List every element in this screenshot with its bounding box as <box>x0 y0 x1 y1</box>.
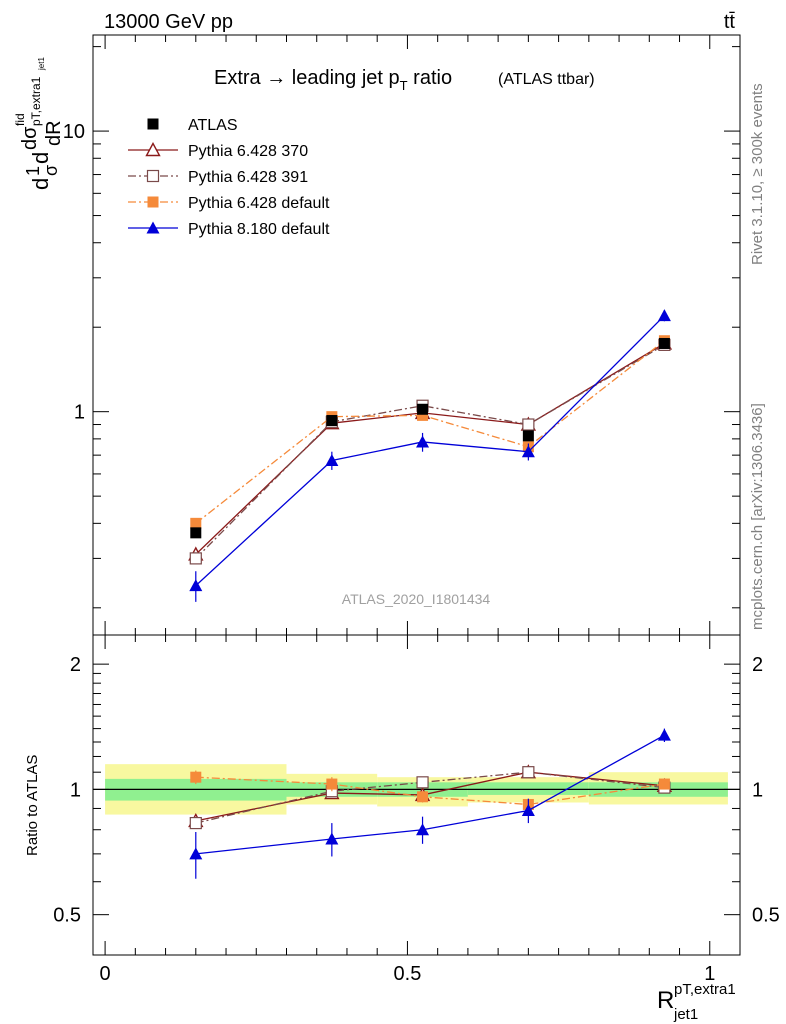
main-line-p6def <box>195 340 665 524</box>
x-tick-label-0: 0 <box>100 963 111 985</box>
ratio-point-p391-3 <box>522 766 535 779</box>
ratio-ylabel: Ratio to ATLAS <box>24 755 41 856</box>
main-point-p8-0 <box>189 579 203 592</box>
ratio-point-p6def-1 <box>326 778 338 790</box>
main-point-p6def-2 <box>417 409 429 421</box>
plot-title-sub: T <box>400 78 408 93</box>
main-ylabel-sub: pT,extra1 <box>29 76 43 126</box>
band-inner-3 <box>467 782 589 795</box>
main-ylabel-sigma: σ <box>41 165 61 176</box>
xlabel-sup: pT,extra1 <box>674 981 736 998</box>
legend-marker-atlas <box>147 118 159 130</box>
ratio-point-p391-2 <box>416 776 429 789</box>
legend-label-p8: Pythia 8.180 default <box>188 221 330 238</box>
main-point-p6def-0 <box>190 517 202 529</box>
main-ylabel: d 1 σ d dσ fid pT,extra1 jet1 dR <box>13 57 65 190</box>
main-y-tick-label-0: 1 <box>74 402 85 424</box>
legend-marker-p370 <box>145 142 161 157</box>
analysis-id: ATLAS_2020_I1801434 <box>342 591 491 607</box>
main-point-atlas-4 <box>658 337 670 349</box>
x-tick-label-2: 1 <box>704 963 715 985</box>
x-tick-label-1: 0.5 <box>394 963 422 985</box>
main-ylabel-fid: fid <box>13 113 27 126</box>
main-line-p391 <box>195 344 665 559</box>
main-point-p8-2 <box>416 435 430 448</box>
axis-ticks: 0 0.5 1 1 10 0.5 0.5 1 1 2 2 <box>53 35 780 985</box>
ratio-point-p8-0 <box>189 847 203 860</box>
legend: ATLAS Pythia 6.428 370 Pythia 6.428 391 Pyt… <box>128 117 330 238</box>
ratio-y-tick-label-2: 2 <box>70 654 81 676</box>
plot-title-small: (ATLAS ttbar) <box>498 71 595 88</box>
ratio-point-p6def-4 <box>658 778 670 790</box>
xlabel-sub: jet1 <box>673 1006 698 1023</box>
ratio-y-tick-label-right-2: 2 <box>752 654 763 676</box>
legend-marker-p391 <box>146 169 160 183</box>
ratio-bands <box>93 764 740 815</box>
main-point-atlas-1 <box>326 415 338 427</box>
ratio-point-p8-2 <box>416 823 430 836</box>
ratio-point-p6def-0 <box>190 771 202 783</box>
ratio-point-p8-3 <box>521 803 535 816</box>
main-line-p370 <box>195 342 665 555</box>
main-y-tick-label-1: 10 <box>63 121 85 143</box>
ratio-plot-frame <box>92 634 741 956</box>
ratio-point-p8-4 <box>657 728 671 741</box>
main-ylabel-d2: d <box>28 152 53 164</box>
ratio-series <box>188 728 673 879</box>
main-ylabel-jet1: jet1 <box>37 57 46 71</box>
main-series <box>188 309 673 602</box>
ratio-point-p6def-2 <box>417 791 429 803</box>
process-label: tt̄ <box>724 11 736 33</box>
xlabel-main: R <box>657 987 674 1014</box>
ratio-point-p391-0 <box>189 816 202 830</box>
main-point-atlas-3 <box>522 430 534 442</box>
legend-marker-p8 <box>146 221 160 234</box>
plot-title: Extra → leading jet pT ratio <box>214 67 452 93</box>
main-line-p8 <box>195 315 665 587</box>
ratio-y-tick-label-0: 0.5 <box>53 905 81 927</box>
main-point-atlas-0 <box>190 527 202 539</box>
main-ylabel-dsigma: dσ <box>19 126 41 150</box>
plot-title-tail: ratio <box>408 67 452 89</box>
mcplots-label: mcplots.cern.ch [arXiv:1306.3436] <box>749 403 766 630</box>
main-ylabel-one: 1 <box>23 166 43 176</box>
main-point-p391-3 <box>522 418 535 431</box>
rivet-label: Rivet 3.1.10, ≥ 300k events <box>749 83 766 265</box>
main-point-atlas-2 <box>417 403 429 415</box>
ratio-point-p8-1 <box>325 832 339 845</box>
main-point-p8-3 <box>521 445 535 458</box>
ratio-y-tick-label-right-1: 1 <box>752 779 763 801</box>
main-point-p8-1 <box>325 453 339 466</box>
legend-label-p370: Pythia 6.428 370 <box>188 143 308 160</box>
xlabel: R pT,extra1 jet1 <box>657 981 736 1023</box>
legend-label-p391: Pythia 6.428 391 <box>188 169 308 186</box>
legend-label-atlas: ATLAS <box>188 117 238 134</box>
main-point-p391-0 <box>189 552 202 565</box>
main-point-p8-4 <box>657 309 671 322</box>
legend-marker-p6def <box>147 196 159 208</box>
main-ylabel-d1: d <box>28 178 53 190</box>
plot-title-main: Extra → leading jet p <box>214 67 400 89</box>
legend-label-p6def: Pythia 6.428 default <box>188 195 330 212</box>
ratio-y-tick-label-1: 1 <box>70 779 81 801</box>
ratio-y-tick-label-right-0: 0.5 <box>752 905 780 927</box>
energy-label: 13000 GeV pp <box>104 11 233 33</box>
main-ylabel-dr: dR <box>43 120 65 146</box>
